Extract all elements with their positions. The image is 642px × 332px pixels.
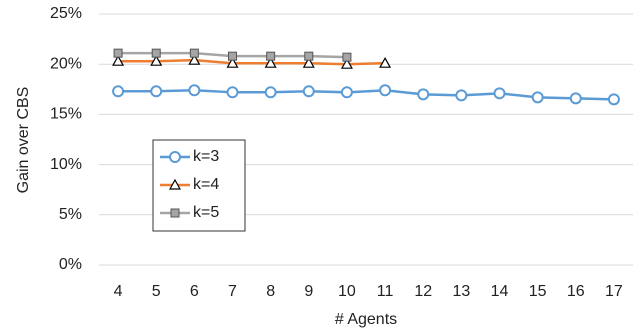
- x-tick-label: 15: [529, 283, 547, 300]
- series-line: [118, 89, 614, 101]
- data-point: [379, 56, 392, 68]
- data-point: [226, 86, 239, 99]
- x-tick-label: 7: [228, 283, 237, 300]
- data-point: [379, 84, 392, 97]
- data-point: [607, 93, 620, 106]
- data-point: [302, 85, 315, 98]
- y-tick-label: 0%: [59, 256, 82, 273]
- x-tick-label: 4: [114, 283, 123, 300]
- data-point: [113, 48, 123, 58]
- x-tick-label: 11: [377, 283, 394, 300]
- legend-marker: [168, 178, 182, 190]
- data-point: [340, 57, 353, 69]
- data-point: [150, 85, 163, 98]
- data-point: [264, 86, 277, 99]
- x-tick-label: 14: [491, 283, 509, 300]
- data-point: [340, 86, 353, 99]
- x-tick-label: 13: [452, 283, 470, 300]
- data-point: [266, 51, 276, 61]
- y-axis-label: Gain over CBS: [15, 87, 32, 194]
- x-tick-label: 5: [152, 283, 161, 300]
- data-point: [264, 56, 277, 68]
- legend-label: k=4: [193, 176, 219, 193]
- y-tick-label: 15%: [50, 106, 82, 123]
- legend-marker: [169, 151, 181, 163]
- x-tick-label: 17: [605, 283, 623, 300]
- y-tick-label: 5%: [59, 206, 82, 223]
- data-point: [493, 87, 506, 100]
- legend-label: k=3: [193, 148, 219, 165]
- x-tick-label: 6: [190, 283, 199, 300]
- x-tick-label: 8: [266, 283, 275, 300]
- data-point: [151, 48, 161, 58]
- data-point: [150, 54, 163, 66]
- data-point: [569, 92, 582, 105]
- y-tick-label: 25%: [50, 5, 82, 22]
- data-point: [455, 89, 468, 102]
- x-axis-label: # Agents: [335, 311, 397, 328]
- x-tick-label: 16: [567, 283, 585, 300]
- x-tick-label: 10: [338, 283, 356, 300]
- data-point: [112, 54, 125, 66]
- data-point: [417, 88, 430, 101]
- data-point: [112, 85, 125, 98]
- data-point: [189, 48, 199, 58]
- y-tick-label: 20%: [50, 55, 82, 72]
- data-point: [226, 56, 239, 68]
- y-tick-label: 10%: [50, 156, 82, 173]
- x-tick-label: 12: [414, 283, 432, 300]
- legend-marker: [170, 208, 180, 218]
- data-point: [228, 51, 237, 61]
- data-point: [342, 52, 352, 62]
- x-tick-label: 9: [304, 283, 313, 300]
- data-point: [302, 56, 315, 68]
- series-line: [118, 58, 386, 66]
- data-point: [188, 84, 201, 97]
- data-point: [304, 51, 314, 61]
- data-point: [188, 53, 201, 65]
- data-point: [531, 91, 544, 104]
- legend-label: k=5: [193, 204, 219, 221]
